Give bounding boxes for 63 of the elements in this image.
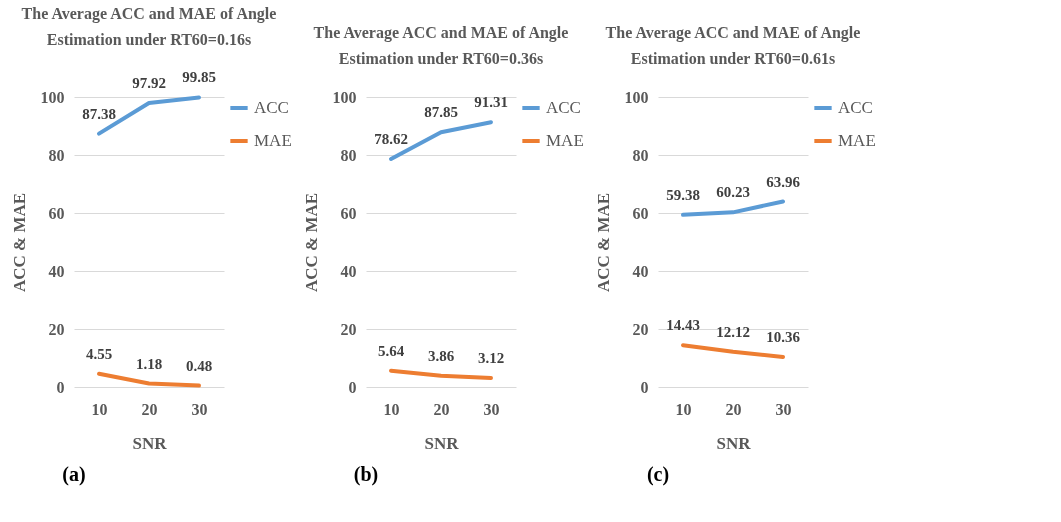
y-axis-title: ACC & MAE — [9, 192, 29, 293]
legend-label: MAE — [546, 131, 584, 150]
data-label: 87.38 — [82, 105, 116, 122]
x-tick-label: 30 — [483, 400, 500, 418]
y-tick-label: 20 — [48, 320, 65, 338]
legend-label: MAE — [254, 131, 292, 150]
x-axis-title: SNR — [424, 433, 460, 453]
legend-label: ACC — [254, 98, 289, 117]
x-tick-label: 20 — [725, 400, 742, 418]
chart-title: The Average ACC and MAE of Angle Estimation under RT60=0.61s — [605, 24, 861, 67]
data-label: 97.92 — [132, 75, 166, 92]
x-tick-label: 30 — [191, 400, 208, 418]
y-axis-title: ACC & MAE — [301, 192, 321, 293]
y-tick-label: 0 — [640, 378, 649, 396]
x-tick-label: 10 — [383, 400, 400, 418]
data-label: 99.85 — [182, 69, 216, 86]
x-axis-title: SNR — [132, 433, 168, 453]
legend-label: MAE — [838, 131, 876, 150]
data-label: 91.31 — [474, 94, 508, 111]
chart-title: The Average ACC and MAE of Angle Estimation under RT60=0.36s — [313, 24, 569, 67]
x-tick-label: 30 — [775, 400, 792, 418]
y-tick-label: 80 — [48, 146, 65, 164]
y-tick-label: 100 — [624, 88, 649, 106]
data-label: 60.23 — [716, 184, 750, 201]
y-tick-label: 60 — [340, 204, 357, 222]
chart-title: The Average ACC and MAE of Angle Estimation under RT60=0.16s — [21, 5, 277, 49]
data-label: 1.18 — [135, 355, 163, 372]
data-label: 78.62 — [374, 131, 408, 147]
y-tick-label: 80 — [632, 146, 649, 164]
data-label: 59.38 — [666, 186, 700, 203]
legend-label: ACC — [838, 98, 873, 117]
data-label: 63.96 — [766, 173, 801, 190]
data-label: 10.36 — [766, 328, 801, 345]
data-label: 87.85 — [424, 104, 458, 121]
y-tick-label: 60 — [48, 204, 65, 222]
y-tick-label: 60 — [632, 204, 649, 222]
y-tick-label: 0 — [56, 378, 65, 396]
x-tick-label: 10 — [675, 400, 692, 418]
y-tick-label: 80 — [340, 146, 357, 164]
data-label: 12.12 — [716, 323, 750, 340]
data-label: 0.48 — [185, 357, 213, 374]
data-label: 4.55 — [85, 345, 113, 362]
text: (a) — [62, 463, 86, 486]
y-tick-label: 20 — [340, 320, 357, 338]
y-tick-label: 40 — [340, 262, 357, 280]
data-label: 3.86 — [427, 347, 455, 364]
data-label: 14.43 — [666, 317, 700, 334]
x-tick-label: 20 — [141, 400, 158, 418]
y-tick-label: 40 — [632, 262, 649, 280]
x-tick-label: 10 — [91, 400, 108, 418]
x-tick-label: 20 — [433, 400, 450, 418]
data-label: 3.12 — [477, 349, 505, 366]
x-axis-title: SNR — [716, 433, 752, 453]
y-tick-label: 100 — [40, 88, 65, 106]
y-axis-title: ACC & MAE — [593, 192, 613, 293]
y-tick-label: 40 — [48, 262, 65, 280]
data-label: 5.64 — [377, 342, 405, 359]
y-tick-label: 20 — [632, 320, 649, 338]
y-tick-label: 0 — [348, 378, 357, 396]
text: (c) — [646, 463, 670, 486]
y-tick-label: 100 — [332, 88, 357, 106]
text: (b) — [353, 463, 379, 486]
legend-label: ACC — [546, 98, 581, 117]
